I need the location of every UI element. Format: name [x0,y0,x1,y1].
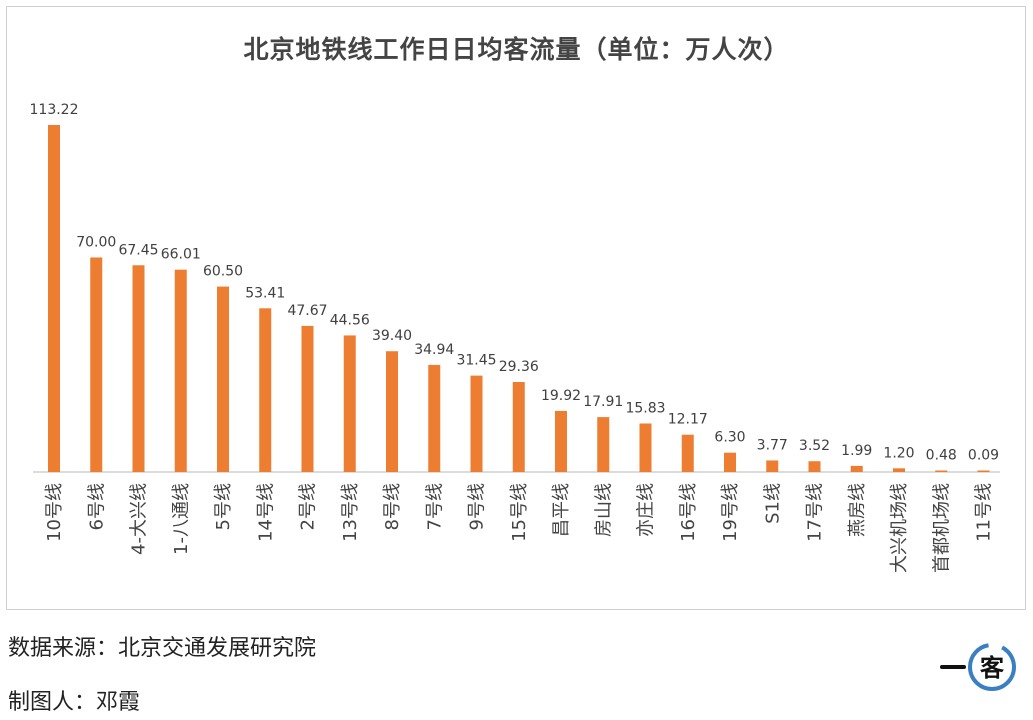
bar-2 [132,265,145,472]
value-label-6: 47.67 [287,303,327,319]
category-label-16: 19号线 [720,483,741,542]
category-label-11: 15号线 [509,483,530,542]
value-labels-group: 113.22 70.00 67.45 66.0160.5053.4147.6744.5… [30,102,1000,464]
bars-group [48,125,990,472]
source-note: 数据来源：北京交通发展研究院 [8,636,317,661]
category-label-5: 14号线 [255,483,276,542]
bar-16 [724,452,736,472]
bar-15 [681,434,694,472]
chart-title: 北京地铁线工作日日均客流量（单位：万人次） [243,35,790,64]
bar-chart: 113.22 70.00 67.45 66.0160.5053.4147.6744.5… [30,102,1000,573]
value-label-2: 67.45 [118,242,158,258]
value-label-3: 66.01 [161,247,201,263]
bar-3 [174,269,187,472]
category-label-13: 房山线 [593,483,614,537]
value-label-13: 17.91 [583,394,623,410]
value-label-4: 60.50 [203,264,243,280]
value-label-12: 19.92 [541,388,581,404]
category-label-3: 1-八通线 [171,483,192,555]
value-label-5: 53.41 [245,285,285,301]
category-label-21: 首都机场线 [931,483,952,573]
category-label-14: 亦庄线 [636,483,657,537]
category-label-7: 13号线 [340,483,361,542]
category-label-15: 16号线 [678,483,699,542]
value-label-14: 15.83 [625,400,665,416]
bar-19 [850,465,863,472]
bar-0 [48,125,60,472]
category-label-8: 8号线 [382,483,403,530]
value-label-0: 113.22 [30,102,79,118]
bar-6 [301,325,314,472]
svg-text:客: 客 [980,654,1005,682]
category-label-17: S1线 [762,483,783,524]
category-label-12: 昌平线 [551,483,572,537]
bar-20 [893,468,905,472]
category-label-4: 5号线 [213,483,234,530]
bar-21 [935,470,948,472]
category-label-9: 7号线 [424,483,445,530]
category-labels-group: 10号线 6号线 4-大兴线 1-八通线 5号线 14号线 2号线 13号线 8号线 7号线 9号线… [44,483,995,573]
brand-logo: 客 [940,640,1022,694]
value-label-11: 29.36 [499,359,539,375]
category-label-2: 4-大兴线 [129,483,150,555]
bar-9 [428,364,441,472]
bar-17 [766,460,779,472]
bar-18 [808,461,821,472]
value-label-1: 70.00 [76,234,116,250]
author-note: 制图人：邓霞 [8,690,141,715]
bar-5 [259,308,272,472]
value-label-21: 0.48 [926,448,957,464]
category-label-20: 大兴机场线 [889,483,910,573]
bar-22 [977,470,990,472]
value-label-16: 6.30 [714,430,745,446]
category-label-10: 9号线 [467,483,488,530]
value-label-20: 1.20 [883,445,914,461]
bar-14 [639,423,652,472]
bar-11 [512,382,525,472]
value-label-22: 0.09 [968,448,999,464]
value-label-10: 31.45 [456,353,496,369]
value-label-17: 3.77 [757,437,788,453]
category-label-22: 11号线 [974,483,995,542]
category-label-18: 17号线 [805,483,826,542]
bar-10 [470,375,483,472]
value-label-18: 3.52 [799,438,830,454]
bar-13 [597,417,610,472]
category-label-1: 6号线 [86,483,107,530]
value-label-9: 34.94 [414,342,454,358]
bar-1 [90,257,103,472]
category-label-19: 燕房线 [847,483,868,537]
bar-4 [217,286,229,472]
value-label-19: 1.99 [841,443,872,459]
value-label-7: 44.56 [330,312,370,328]
value-label-8: 39.40 [372,328,412,344]
bar-8 [386,351,398,472]
category-label-0: 10号线 [44,483,65,542]
value-label-15: 12.17 [668,412,708,428]
bar-12 [555,410,567,472]
category-label-6: 2号线 [298,483,319,530]
bar-7 [343,335,356,472]
